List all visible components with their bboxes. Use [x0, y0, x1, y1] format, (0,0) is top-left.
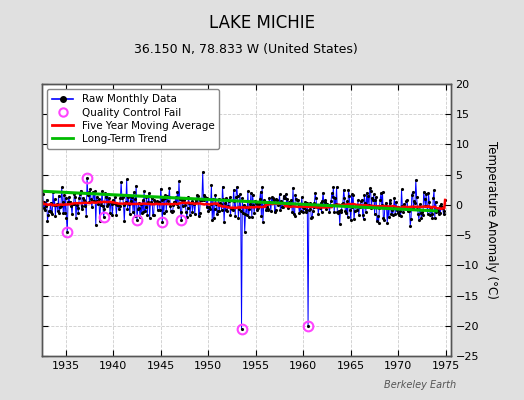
Y-axis label: Temperature Anomaly (°C): Temperature Anomaly (°C) — [485, 141, 498, 299]
Title: 36.150 N, 78.833 W (United States): 36.150 N, 78.833 W (United States) — [134, 44, 358, 56]
Legend: Raw Monthly Data, Quality Control Fail, Five Year Moving Average, Long-Term Tren: Raw Monthly Data, Quality Control Fail, … — [47, 89, 220, 149]
Text: Berkeley Earth: Berkeley Earth — [384, 380, 456, 390]
Text: LAKE MICHIE: LAKE MICHIE — [209, 14, 315, 32]
